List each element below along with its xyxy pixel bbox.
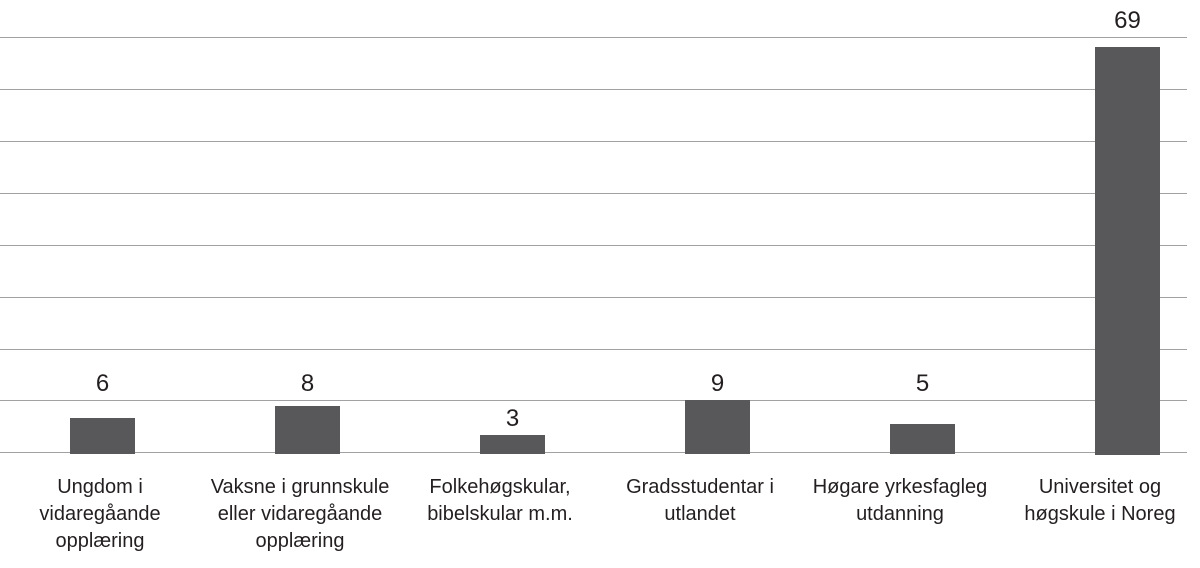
category-label: Vaksne i grunnskule eller vidaregåande opp…: [200, 474, 400, 555]
category-label-line: Gradsstudentar i: [626, 476, 774, 498]
category-label-line: Høgare yrkesfagleg: [812, 476, 988, 498]
category-label-line: opplæring: [55, 530, 145, 552]
gridline: [0, 244, 1187, 246]
category-label-line: vidaregåande: [39, 503, 161, 525]
bar: [890, 423, 955, 455]
category-label-line: utdanning: [856, 503, 944, 525]
category-label-line: bibelskular m.m.: [427, 503, 573, 525]
category-label-line: utlandet: [664, 503, 736, 525]
category-label: Folkehøgskular, bibelskular m.m.: [400, 474, 600, 528]
gridline: [0, 296, 1187, 298]
x-axis-line: [0, 452, 1187, 454]
gridline: [0, 141, 1187, 142]
gridline: [0, 89, 1187, 91]
bar: [480, 435, 545, 455]
gridline: [0, 348, 1187, 350]
gridline: [0, 192, 1187, 194]
category-label-line: Vaksne i grunnskule: [210, 476, 390, 498]
category-label-line: Universitet og: [1038, 476, 1162, 498]
bar-value-label: 8: [300, 370, 315, 398]
bar: [1095, 47, 1160, 455]
bar-value-label: 3: [505, 405, 520, 433]
bar: [70, 417, 135, 455]
bar-value-label: 9: [710, 370, 725, 398]
category-label: Universitet og høgskule i Noreg: [1000, 474, 1200, 528]
category-label-line: eller vidaregåande: [217, 503, 383, 525]
category-label-line: opplæring: [255, 530, 345, 552]
bar-value-label: 6: [95, 370, 110, 398]
category-label-line: Folkehøgskular,: [429, 476, 571, 498]
bar-value-label: 69: [1114, 7, 1141, 34]
bar-value-label: 5: [915, 370, 930, 398]
category-label: Gradsstudentar i utlandet: [600, 474, 800, 528]
bar: [685, 400, 750, 455]
gridline: [0, 400, 1187, 402]
category-label: Ungdom i vidaregåande opplæring: [0, 474, 200, 555]
gridline: [0, 37, 1187, 39]
category-label-line: Ungdom i: [57, 476, 143, 498]
category-label-line: høgskule i Noreg: [1024, 503, 1176, 525]
bar: [275, 405, 340, 455]
category-label: Høgare yrkesfagleg utdanning: [800, 474, 1000, 528]
